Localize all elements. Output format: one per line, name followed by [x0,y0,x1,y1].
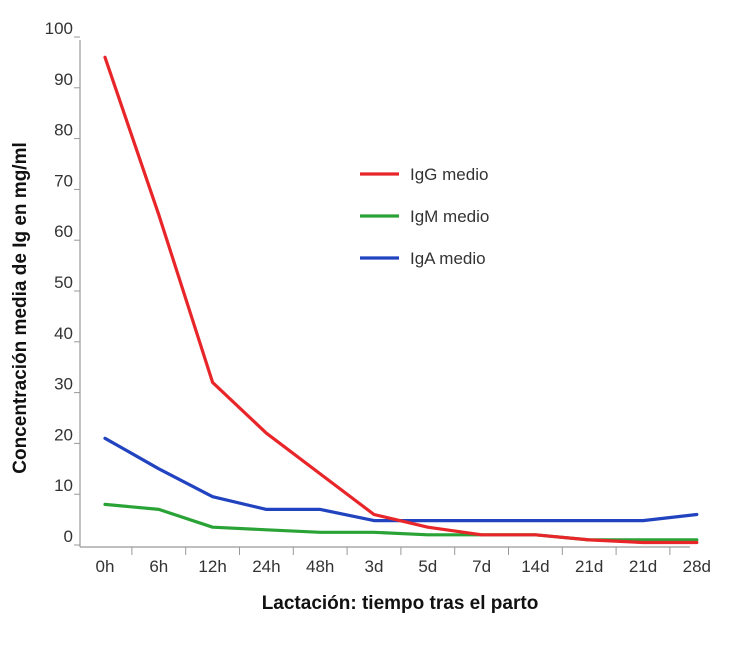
legend-label-igg-medio: IgG medio [410,165,488,184]
series-line-igg-medio [103,55,699,545]
x-tick-label: 14d [521,557,549,576]
y-axis-title: Concentración media de Ig en mg/ml [10,142,31,474]
x-tick-label: 21d [629,557,657,576]
x-axis-title: Lactación: tiempo tras el parto [262,593,539,614]
y-tick-label: 80 [54,121,73,140]
x-tick-label: 5d [418,557,437,576]
x-tick-label: 3d [365,557,384,576]
axes [79,40,690,548]
legend-label-igm-medio: IgM medio [410,207,489,226]
y-tick-label: 50 [54,273,73,292]
y-tick-label: 30 [54,375,73,394]
x-tick-label: 7d [472,557,491,576]
y-tick-label: 0 [64,527,73,546]
y-tick-label: 90 [54,70,73,89]
y-tick-label: 70 [54,171,73,190]
series-lines [103,55,699,545]
x-tick-label: 21d [575,557,603,576]
legend: IgG medio IgM medio IgA medio [360,165,489,268]
y-ticks: 0 10 20 30 40 50 60 70 80 90 100 [45,19,80,546]
y-tick-label: 60 [54,222,73,241]
series-line-iga-medio [103,436,699,523]
x-tick-label: 12h [198,557,226,576]
legend-label-iga-medio: IgA medio [410,249,486,268]
x-tick-label: 28d [683,557,711,576]
x-tick-label: 6h [149,557,168,576]
x-tick-label: 0h [96,557,115,576]
y-tick-label: 10 [54,476,73,495]
x-ticks: 0h 6h 12h 24h 48h 3d 5d 7d 14d 21d 21d 28d [96,547,711,576]
y-tick-label: 20 [54,425,73,444]
y-tick-label: 100 [45,19,73,38]
x-tick-label: 24h [252,557,280,576]
y-tick-label: 40 [54,324,73,343]
x-tick-label: 48h [306,557,334,576]
